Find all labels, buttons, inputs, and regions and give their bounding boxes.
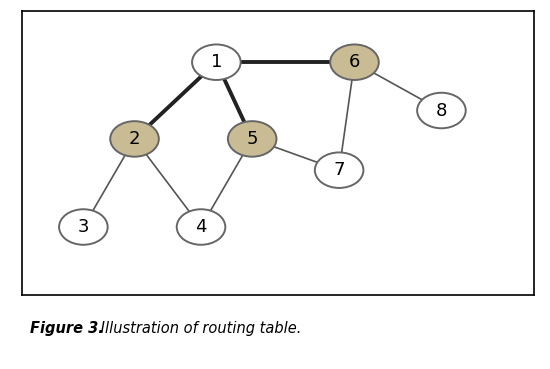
Text: Figure 3.: Figure 3. — [30, 321, 104, 336]
Ellipse shape — [59, 209, 108, 245]
Text: 1: 1 — [211, 53, 222, 71]
Text: Illustration of routing table.: Illustration of routing table. — [96, 321, 301, 336]
Ellipse shape — [330, 44, 379, 80]
Text: 3: 3 — [78, 218, 89, 236]
Text: 8: 8 — [436, 101, 447, 120]
Text: 4: 4 — [195, 218, 207, 236]
Text: 7: 7 — [333, 161, 345, 179]
Ellipse shape — [192, 44, 241, 80]
Text: 5: 5 — [246, 130, 258, 148]
Ellipse shape — [315, 152, 364, 188]
Ellipse shape — [228, 121, 277, 157]
Text: 6: 6 — [349, 53, 360, 71]
Text: 2: 2 — [129, 130, 140, 148]
Ellipse shape — [417, 93, 466, 128]
Ellipse shape — [177, 209, 226, 245]
Ellipse shape — [110, 121, 159, 157]
